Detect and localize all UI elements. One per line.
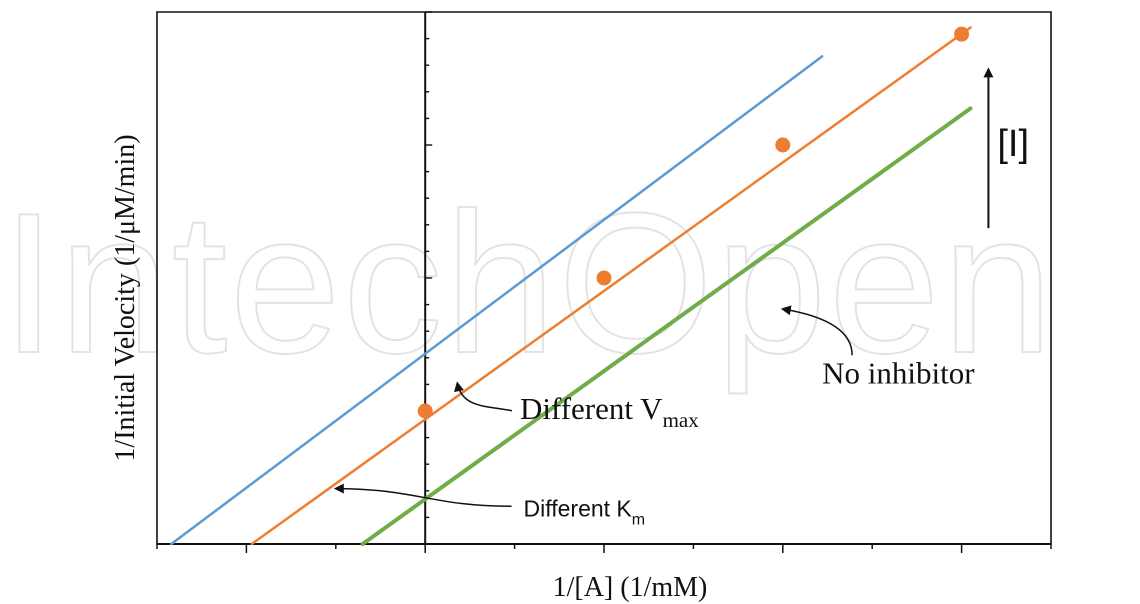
series-lines	[170, 26, 973, 546]
plot-border	[156, 11, 1052, 544]
arrow-different-vmax	[454, 381, 513, 412]
arrow-different-km	[333, 483, 512, 508]
arrow-no-inhibitor	[780, 305, 853, 356]
data-point	[954, 26, 970, 42]
annotation-inhibitor: [I]	[997, 123, 1029, 165]
annotation-different-km: Different Km	[524, 495, 646, 528]
series-line	[250, 26, 972, 546]
data-point	[417, 403, 433, 419]
data-point	[596, 270, 612, 286]
series-line	[170, 55, 824, 546]
annotations: Different Vmax Different Km No inhibitor [I…	[333, 67, 1029, 528]
data-points	[417, 26, 970, 419]
x-axis-label: 1/[A] (1/mM)	[553, 572, 708, 603]
series-line	[360, 106, 973, 546]
data-point	[775, 137, 791, 153]
y-axis-label: 1/Initial Velocity (1/μM/min)	[110, 134, 141, 461]
annotation-no-inhibitor: No inhibitor	[822, 355, 975, 390]
annotation-different-vmax: Different Vmax	[520, 391, 699, 432]
watermark: IntechOpen	[1, 172, 1055, 395]
